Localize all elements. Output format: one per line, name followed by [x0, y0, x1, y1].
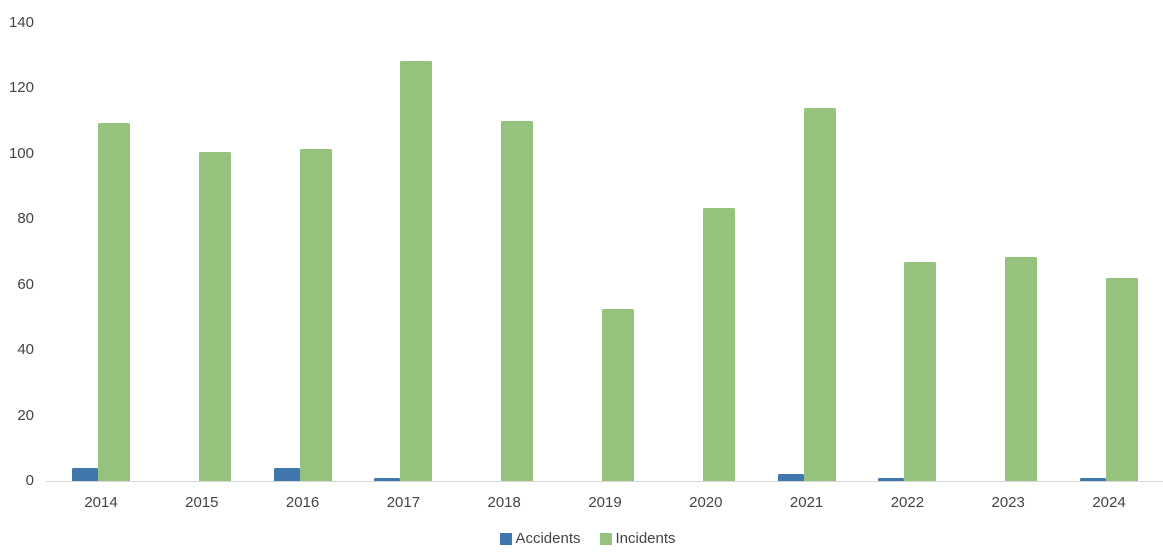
- x-axis-label-2021: 2021: [789, 494, 824, 511]
- bar-incidents-2019: [602, 309, 634, 481]
- y-axis-label-100: 100: [8, 144, 34, 162]
- y-axis-label-40: 40: [17, 341, 34, 359]
- bar-accidents-2021: [777, 474, 804, 481]
- bar-incidents-2014: [98, 122, 130, 481]
- bar-incidents-2017: [400, 60, 433, 481]
- legend-swatch-incidents: [599, 533, 612, 545]
- bar-incidents-2018: [501, 121, 534, 481]
- bar-incidents-2022: [904, 261, 937, 481]
- bar-incidents-2016: [299, 148, 332, 481]
- chart-legend: Accidents Incidents: [499, 530, 676, 547]
- bar-accidents-2024: [1080, 477, 1106, 481]
- legend-item-accidents: Accidents: [499, 530, 581, 547]
- bar-incidents-2020: [702, 207, 735, 481]
- y-axis-label-60: 60: [17, 275, 34, 293]
- x-axis-label-2016: 2016: [285, 494, 320, 511]
- legend-label-incidents: Incidents: [615, 530, 676, 547]
- legend-label-accidents: Accidents: [515, 530, 581, 547]
- x-axis-label-2024: 2024: [1092, 494, 1126, 511]
- x-axis-label-2018: 2018: [487, 494, 521, 511]
- bar-incidents-2023: [1005, 256, 1038, 481]
- bar-accidents-2017: [374, 477, 401, 481]
- bar-accidents-2014: [72, 467, 98, 481]
- x-axis-label-2017: 2017: [386, 494, 421, 511]
- y-axis-label-20: 20: [17, 406, 34, 424]
- x-axis-label-2014: 2014: [84, 494, 118, 511]
- bar-incidents-2015: [198, 152, 231, 481]
- x-axis-label-2019: 2019: [588, 494, 622, 511]
- x-axis-label-2020: 2020: [689, 494, 723, 511]
- bar-accidents-2022: [878, 477, 905, 481]
- legend-swatch-accidents: [499, 533, 512, 545]
- y-axis-label-80: 80: [17, 210, 34, 228]
- legend-item-incidents: Incidents: [599, 530, 676, 547]
- y-axis-label-140: 140: [8, 14, 34, 31]
- bar-accidents-2016: [273, 467, 300, 481]
- y-axis-label-120: 120: [8, 79, 34, 97]
- x-axis-label-2022: 2022: [890, 494, 925, 511]
- x-axis-line: [46, 481, 1163, 482]
- y-axis-label-0: 0: [25, 472, 34, 489]
- bar-incidents-2024: [1106, 278, 1138, 481]
- x-axis-label-2023: 2023: [991, 494, 1025, 511]
- x-axis-label-2015: 2015: [185, 494, 219, 511]
- bar-incidents-2021: [803, 108, 836, 481]
